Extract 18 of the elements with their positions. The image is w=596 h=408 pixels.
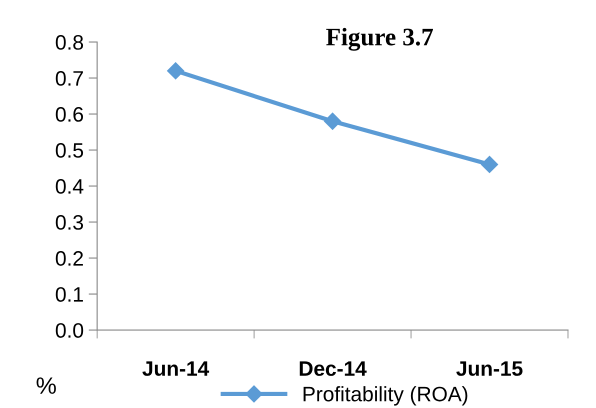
y-axis-title: %	[36, 377, 56, 394]
point	[480, 156, 498, 173]
y-tick-label: 0.2	[56, 251, 83, 266]
legend-label: Profitability (ROA)	[304, 386, 468, 406]
x-tick-label: Dec-14	[300, 361, 367, 376]
y-tick-label: 0.5	[56, 143, 84, 158]
y-tick-label: 0.0	[56, 323, 84, 338]
y-tick-label: 0.8	[56, 35, 84, 50]
x-tick-label: Jun-15	[456, 361, 523, 376]
point	[167, 62, 184, 80]
chart-title: Figure 3.7	[326, 28, 433, 51]
y-tick-label: 0.1	[56, 287, 83, 302]
y-tick-label: 0.4	[56, 179, 84, 194]
y-tick-label: 0.6	[56, 107, 84, 122]
y-tick-label: 0.7	[56, 71, 83, 86]
y-tick-label: 0.3	[56, 215, 84, 230]
x-tick-label: Jun-14	[142, 361, 210, 376]
point	[324, 112, 342, 130]
